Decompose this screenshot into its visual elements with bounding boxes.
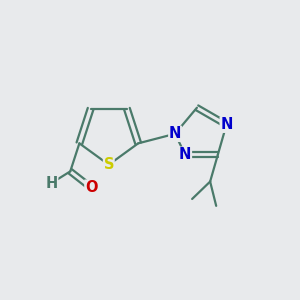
Text: H: H — [45, 176, 58, 190]
Text: S: S — [103, 157, 114, 172]
Text: N: N — [179, 147, 191, 162]
Text: O: O — [85, 180, 98, 195]
Text: N: N — [220, 117, 232, 132]
Text: N: N — [169, 126, 181, 141]
